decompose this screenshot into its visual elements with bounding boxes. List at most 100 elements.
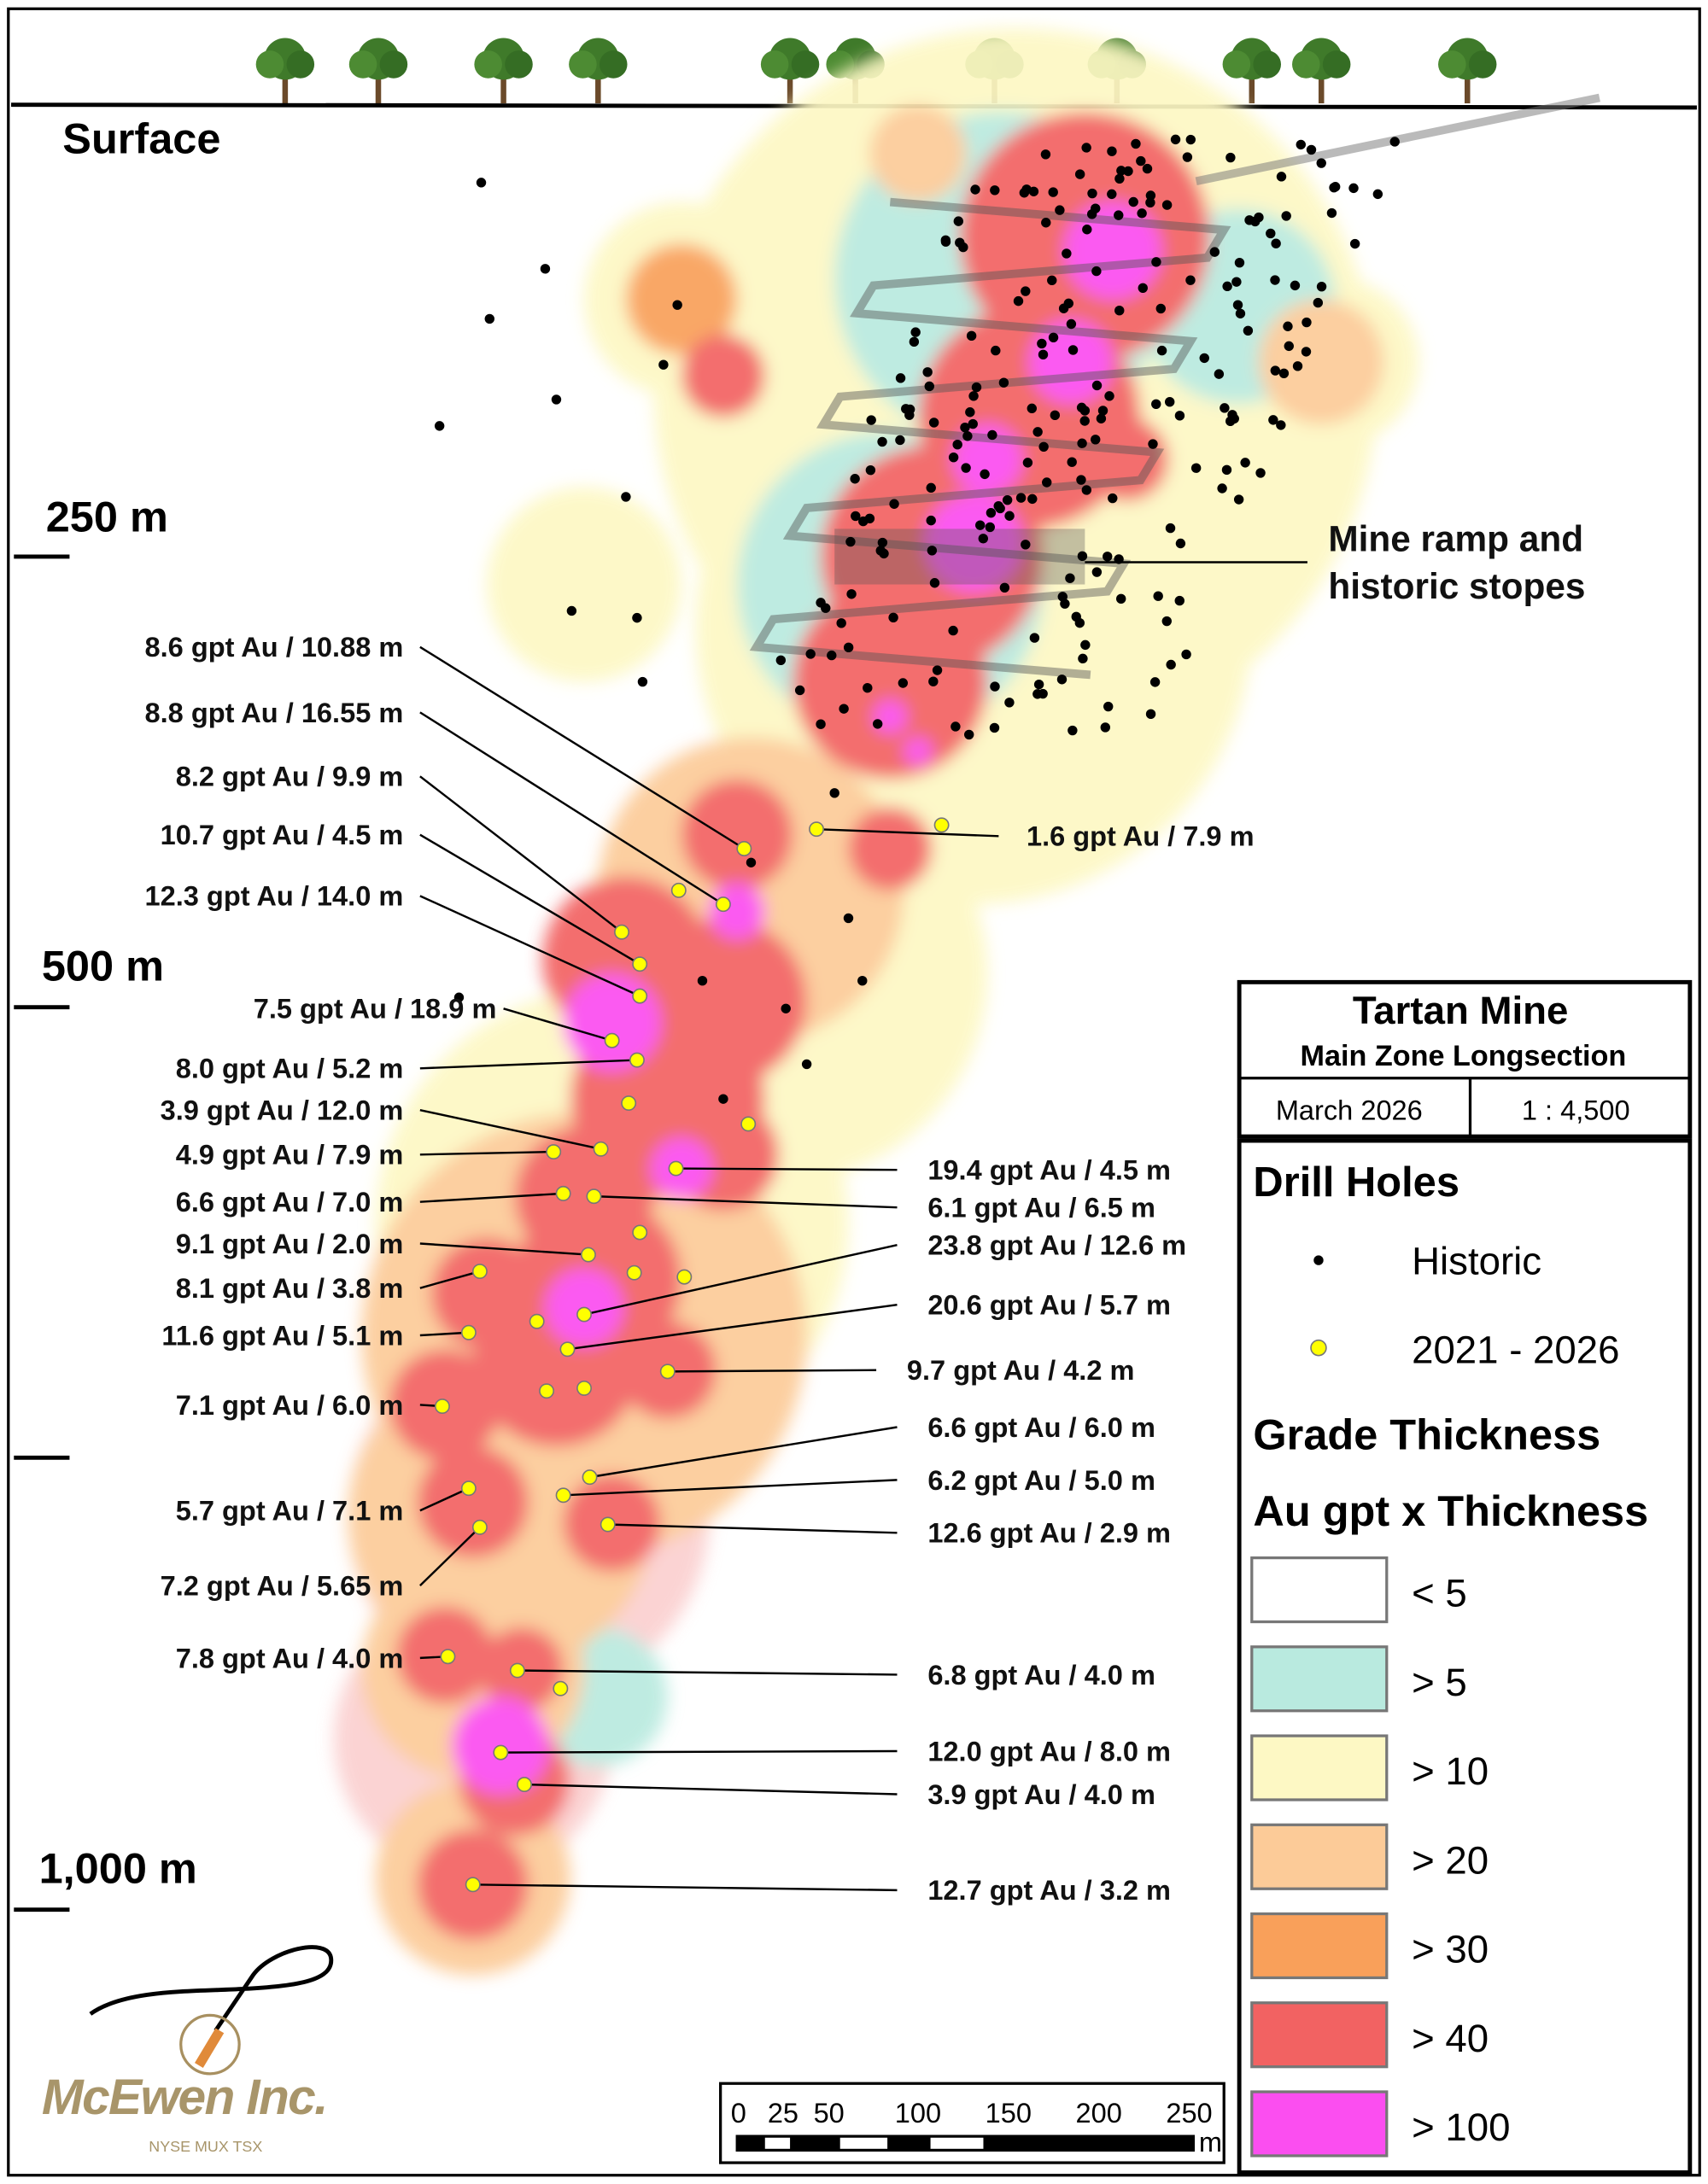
scale-bar-segment bbox=[839, 2137, 888, 2149]
grade-contour-blob bbox=[681, 779, 793, 891]
historic-drill-hole bbox=[1276, 420, 1286, 430]
new-drill-hole bbox=[933, 817, 950, 833]
leader-line bbox=[419, 775, 623, 933]
map-scale-ratio: 1 : 4,500 bbox=[1522, 1095, 1630, 1126]
historic-drill-hole bbox=[1190, 463, 1202, 473]
new-drill-hole bbox=[555, 1487, 571, 1504]
historic-drill-hole bbox=[909, 336, 920, 347]
historic-drill-hole bbox=[1058, 303, 1069, 313]
historic-drill-hole bbox=[1232, 300, 1243, 310]
historic-drill-hole bbox=[1271, 238, 1281, 248]
new-drill-hole bbox=[740, 1116, 757, 1132]
historic-drill-hole bbox=[1270, 275, 1280, 285]
new-drill-hole bbox=[580, 1247, 596, 1263]
new-drill-hole bbox=[632, 988, 648, 1004]
new-drill-hole bbox=[529, 1313, 545, 1329]
scale-tick-label: 25 bbox=[768, 2098, 798, 2129]
new-drill-hole bbox=[559, 1341, 576, 1358]
intercept-label: 12.3 gpt Au / 14.0 m bbox=[145, 881, 404, 912]
historic-drill-hole bbox=[1057, 592, 1068, 602]
historic-drill-hole bbox=[1170, 134, 1181, 145]
scale-bar: 0 25 50 100 150 200 250 m bbox=[719, 2082, 1225, 2164]
new-drill-hole bbox=[460, 1324, 477, 1340]
historic-drill-hole bbox=[1255, 468, 1266, 478]
legend-class-label: > 40 bbox=[1412, 2017, 1489, 2060]
historic-drill-hole bbox=[975, 520, 986, 530]
historic-drill-hole bbox=[1326, 207, 1337, 219]
grade-contour-blob bbox=[1085, 418, 1169, 501]
historic-drill-hole bbox=[1021, 540, 1031, 550]
historic-drill-hole bbox=[1091, 266, 1102, 277]
historic-drill-hole bbox=[866, 415, 876, 425]
historic-drill-hole bbox=[953, 216, 964, 226]
historic-drill-hole bbox=[980, 469, 990, 480]
legend-swatch bbox=[1250, 1734, 1389, 1802]
historic-drill-hole bbox=[990, 185, 1000, 196]
historic-drill-hole bbox=[1136, 155, 1146, 166]
historic-drill-hole bbox=[985, 522, 995, 533]
historic-drill-hole bbox=[1151, 257, 1161, 267]
historic-drill-hole bbox=[968, 391, 979, 401]
intercept-label: 9.7 gpt Au / 4.2 m bbox=[907, 1355, 1135, 1386]
grade-contour-blob bbox=[848, 807, 933, 891]
historic-drill-hole bbox=[566, 605, 577, 616]
intercept-label: 8.8 gpt Au / 16.55 m bbox=[145, 698, 404, 728]
historic-drill-hole bbox=[987, 429, 997, 441]
historic-drill-hole bbox=[484, 313, 494, 324]
new-drill-hole bbox=[471, 1264, 488, 1280]
historic-drill-hole bbox=[1103, 701, 1114, 712]
historic-drill-hole bbox=[1027, 493, 1038, 505]
historic-drill-hole bbox=[1081, 143, 1091, 153]
historic-drill-hole bbox=[1278, 368, 1290, 379]
historic-drill-hole bbox=[940, 237, 951, 247]
historic-drill-hole bbox=[1222, 281, 1232, 292]
historic-drill-hole bbox=[1114, 210, 1124, 220]
historic-drill-hole bbox=[1240, 458, 1250, 468]
historic-drill-hole bbox=[1077, 438, 1087, 448]
historic-drill-hole bbox=[697, 976, 708, 986]
historic-drill-hole bbox=[966, 330, 977, 342]
historic-drill-hole bbox=[551, 394, 562, 405]
leader-line bbox=[676, 1167, 898, 1171]
historic-drill-hole bbox=[1114, 305, 1125, 316]
historic-drill-hole bbox=[1137, 208, 1147, 219]
historic-drill-hole bbox=[805, 649, 816, 659]
leader-line bbox=[419, 711, 724, 906]
historic-drill-hole bbox=[718, 1094, 728, 1104]
map-date: March 2026 bbox=[1276, 1095, 1423, 1126]
intercept-label: 6.2 gpt Au / 5.0 m bbox=[927, 1465, 1155, 1496]
leader-line bbox=[419, 1108, 601, 1150]
intercept-label: 10.7 gpt Au / 4.5 m bbox=[161, 820, 404, 850]
historic-drill-hole bbox=[1071, 611, 1081, 622]
mcewen-logo: McEwen Inc. NYSE MUX TSX bbox=[42, 1945, 334, 2155]
legend-class-label: > 20 bbox=[1412, 1838, 1489, 1882]
historic-drill-hole bbox=[1301, 347, 1312, 357]
new-drill-hole bbox=[626, 1264, 642, 1281]
new-drill-hole bbox=[715, 896, 731, 913]
historic-drill-hole bbox=[1068, 345, 1079, 355]
tree-icon bbox=[255, 38, 315, 104]
leader-line bbox=[816, 827, 999, 838]
historic-drill-hole bbox=[1276, 172, 1287, 182]
intercept-label: 8.6 gpt Au / 10.88 m bbox=[145, 632, 404, 663]
historic-drill-hole bbox=[1292, 361, 1303, 371]
surface-label: Surface bbox=[62, 114, 220, 163]
historic-drill-hole bbox=[1041, 218, 1051, 228]
historic-drill-hole bbox=[1022, 458, 1033, 468]
grade-contour-blob bbox=[793, 584, 988, 780]
intercept-label: 3.9 gpt Au / 12.0 m bbox=[161, 1095, 404, 1126]
ramp-annotation-line1: Mine ramp and bbox=[1328, 518, 1583, 558]
historic-drill-hole bbox=[1021, 286, 1031, 296]
historic-drill-hole bbox=[1100, 722, 1110, 733]
historic-drill-hole bbox=[1091, 435, 1101, 445]
new-drill-hole bbox=[604, 1032, 620, 1048]
historic-drill-hole bbox=[1076, 402, 1087, 413]
historic-drill-hole bbox=[926, 482, 936, 493]
historic-drill-hole bbox=[1174, 595, 1184, 606]
historic-drill-hole bbox=[1145, 190, 1156, 201]
historic-drill-hole bbox=[1174, 411, 1185, 421]
historic-drill-hole bbox=[1116, 593, 1126, 604]
historic-drill-hole bbox=[1220, 403, 1230, 413]
historic-drill-hole bbox=[968, 418, 978, 429]
historic-drill-hole bbox=[1096, 413, 1107, 423]
